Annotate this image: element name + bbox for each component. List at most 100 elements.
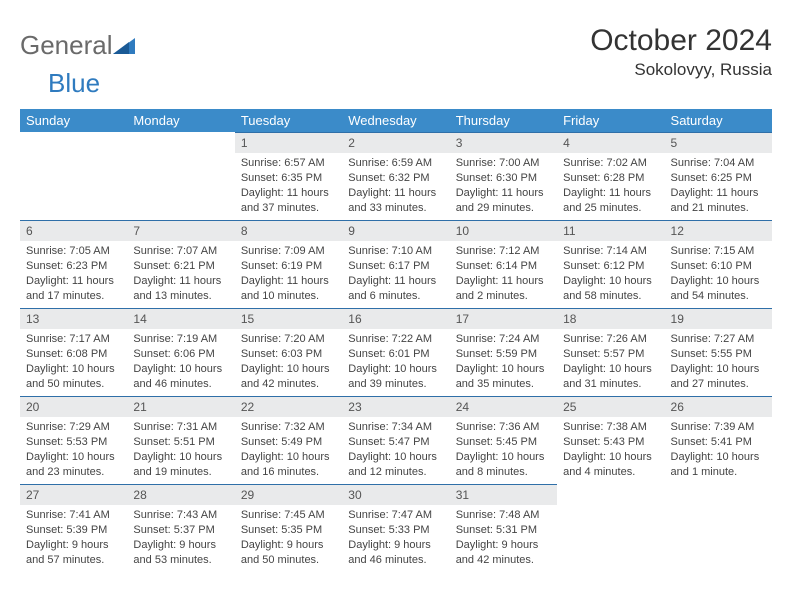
calendar-cell: 19Sunrise: 7:27 AMSunset: 5:55 PMDayligh… (665, 308, 772, 396)
day-details: Sunrise: 7:38 AMSunset: 5:43 PMDaylight:… (557, 417, 664, 483)
weekday-header: Monday (127, 109, 234, 132)
calendar-cell (665, 484, 772, 572)
title-block: October 2024 Sokolovyy, Russia (590, 24, 772, 80)
calendar-cell: 8Sunrise: 7:09 AMSunset: 6:19 PMDaylight… (235, 220, 342, 308)
day-number: 19 (665, 308, 772, 329)
calendar-cell: 11Sunrise: 7:14 AMSunset: 6:12 PMDayligh… (557, 220, 664, 308)
calendar-week-row: 6Sunrise: 7:05 AMSunset: 6:23 PMDaylight… (20, 220, 772, 308)
logo: General (20, 30, 139, 61)
calendar-cell: 7Sunrise: 7:07 AMSunset: 6:21 PMDaylight… (127, 220, 234, 308)
day-number: 20 (20, 396, 127, 417)
day-number: 23 (342, 396, 449, 417)
day-number: 13 (20, 308, 127, 329)
calendar-cell: 15Sunrise: 7:20 AMSunset: 6:03 PMDayligh… (235, 308, 342, 396)
day-details: Sunrise: 7:34 AMSunset: 5:47 PMDaylight:… (342, 417, 449, 483)
day-details: Sunrise: 7:17 AMSunset: 6:08 PMDaylight:… (20, 329, 127, 395)
calendar-cell: 4Sunrise: 7:02 AMSunset: 6:28 PMDaylight… (557, 132, 664, 220)
calendar-cell: 22Sunrise: 7:32 AMSunset: 5:49 PMDayligh… (235, 396, 342, 484)
calendar-week-row: 1Sunrise: 6:57 AMSunset: 6:35 PMDaylight… (20, 132, 772, 220)
day-details: Sunrise: 7:36 AMSunset: 5:45 PMDaylight:… (450, 417, 557, 483)
calendar-cell: 3Sunrise: 7:00 AMSunset: 6:30 PMDaylight… (450, 132, 557, 220)
calendar-cell: 30Sunrise: 7:47 AMSunset: 5:33 PMDayligh… (342, 484, 449, 572)
day-number: 26 (665, 396, 772, 417)
day-number: 9 (342, 220, 449, 241)
logo-text-general: General (20, 30, 113, 61)
calendar-week-row: 13Sunrise: 7:17 AMSunset: 6:08 PMDayligh… (20, 308, 772, 396)
calendar-cell: 20Sunrise: 7:29 AMSunset: 5:53 PMDayligh… (20, 396, 127, 484)
calendar-table: SundayMondayTuesdayWednesdayThursdayFrid… (20, 109, 772, 572)
calendar-cell: 25Sunrise: 7:38 AMSunset: 5:43 PMDayligh… (557, 396, 664, 484)
weekday-header: Tuesday (235, 109, 342, 132)
day-number: 30 (342, 484, 449, 505)
day-number: 15 (235, 308, 342, 329)
calendar-cell: 27Sunrise: 7:41 AMSunset: 5:39 PMDayligh… (20, 484, 127, 572)
month-title: October 2024 (590, 24, 772, 58)
day-details: Sunrise: 7:07 AMSunset: 6:21 PMDaylight:… (127, 241, 234, 307)
calendar-cell: 14Sunrise: 7:19 AMSunset: 6:06 PMDayligh… (127, 308, 234, 396)
day-number: 25 (557, 396, 664, 417)
day-number: 1 (235, 132, 342, 153)
day-details: Sunrise: 7:26 AMSunset: 5:57 PMDaylight:… (557, 329, 664, 395)
calendar-header-row: SundayMondayTuesdayWednesdayThursdayFrid… (20, 109, 772, 132)
day-details: Sunrise: 7:12 AMSunset: 6:14 PMDaylight:… (450, 241, 557, 307)
day-number: 27 (20, 484, 127, 505)
day-details: Sunrise: 7:47 AMSunset: 5:33 PMDaylight:… (342, 505, 449, 571)
day-details: Sunrise: 7:05 AMSunset: 6:23 PMDaylight:… (20, 241, 127, 307)
day-number: 16 (342, 308, 449, 329)
day-number: 18 (557, 308, 664, 329)
weekday-header: Thursday (450, 109, 557, 132)
calendar-cell: 26Sunrise: 7:39 AMSunset: 5:41 PMDayligh… (665, 396, 772, 484)
day-details: Sunrise: 7:14 AMSunset: 6:12 PMDaylight:… (557, 241, 664, 307)
calendar-cell: 12Sunrise: 7:15 AMSunset: 6:10 PMDayligh… (665, 220, 772, 308)
weekday-header: Saturday (665, 109, 772, 132)
day-details: Sunrise: 7:41 AMSunset: 5:39 PMDaylight:… (20, 505, 127, 571)
calendar-cell: 17Sunrise: 7:24 AMSunset: 5:59 PMDayligh… (450, 308, 557, 396)
day-number: 10 (450, 220, 557, 241)
day-details: Sunrise: 7:00 AMSunset: 6:30 PMDaylight:… (450, 153, 557, 219)
calendar-cell (127, 132, 234, 220)
calendar-cell: 18Sunrise: 7:26 AMSunset: 5:57 PMDayligh… (557, 308, 664, 396)
day-number: 3 (450, 132, 557, 153)
day-number: 6 (20, 220, 127, 241)
calendar-week-row: 27Sunrise: 7:41 AMSunset: 5:39 PMDayligh… (20, 484, 772, 572)
day-details: Sunrise: 7:48 AMSunset: 5:31 PMDaylight:… (450, 505, 557, 571)
calendar-cell: 23Sunrise: 7:34 AMSunset: 5:47 PMDayligh… (342, 396, 449, 484)
day-details: Sunrise: 7:27 AMSunset: 5:55 PMDaylight:… (665, 329, 772, 395)
calendar-cell: 24Sunrise: 7:36 AMSunset: 5:45 PMDayligh… (450, 396, 557, 484)
day-number: 8 (235, 220, 342, 241)
day-details: Sunrise: 7:39 AMSunset: 5:41 PMDaylight:… (665, 417, 772, 483)
day-number: 11 (557, 220, 664, 241)
day-number: 29 (235, 484, 342, 505)
day-details: Sunrise: 7:32 AMSunset: 5:49 PMDaylight:… (235, 417, 342, 483)
day-number: 28 (127, 484, 234, 505)
calendar-cell: 2Sunrise: 6:59 AMSunset: 6:32 PMDaylight… (342, 132, 449, 220)
day-number: 12 (665, 220, 772, 241)
weekday-header: Sunday (20, 109, 127, 132)
calendar-cell: 1Sunrise: 6:57 AMSunset: 6:35 PMDaylight… (235, 132, 342, 220)
weekday-header: Wednesday (342, 109, 449, 132)
day-number: 5 (665, 132, 772, 153)
day-details: Sunrise: 7:19 AMSunset: 6:06 PMDaylight:… (127, 329, 234, 395)
location: Sokolovyy, Russia (590, 60, 772, 80)
calendar-cell: 31Sunrise: 7:48 AMSunset: 5:31 PMDayligh… (450, 484, 557, 572)
calendar-week-row: 20Sunrise: 7:29 AMSunset: 5:53 PMDayligh… (20, 396, 772, 484)
day-details: Sunrise: 7:15 AMSunset: 6:10 PMDaylight:… (665, 241, 772, 307)
day-details: Sunrise: 7:10 AMSunset: 6:17 PMDaylight:… (342, 241, 449, 307)
day-details: Sunrise: 7:45 AMSunset: 5:35 PMDaylight:… (235, 505, 342, 571)
calendar-cell (557, 484, 664, 572)
day-number: 21 (127, 396, 234, 417)
day-number: 31 (450, 484, 557, 505)
day-number: 14 (127, 308, 234, 329)
calendar-cell: 28Sunrise: 7:43 AMSunset: 5:37 PMDayligh… (127, 484, 234, 572)
calendar-cell: 29Sunrise: 7:45 AMSunset: 5:35 PMDayligh… (235, 484, 342, 572)
day-details: Sunrise: 6:57 AMSunset: 6:35 PMDaylight:… (235, 153, 342, 219)
day-number: 24 (450, 396, 557, 417)
calendar-cell (20, 132, 127, 220)
day-details: Sunrise: 7:02 AMSunset: 6:28 PMDaylight:… (557, 153, 664, 219)
day-details: Sunrise: 7:24 AMSunset: 5:59 PMDaylight:… (450, 329, 557, 395)
calendar-cell: 13Sunrise: 7:17 AMSunset: 6:08 PMDayligh… (20, 308, 127, 396)
calendar-cell: 5Sunrise: 7:04 AMSunset: 6:25 PMDaylight… (665, 132, 772, 220)
calendar-cell: 6Sunrise: 7:05 AMSunset: 6:23 PMDaylight… (20, 220, 127, 308)
logo-text-blue: Blue (48, 68, 100, 99)
weekday-header: Friday (557, 109, 664, 132)
